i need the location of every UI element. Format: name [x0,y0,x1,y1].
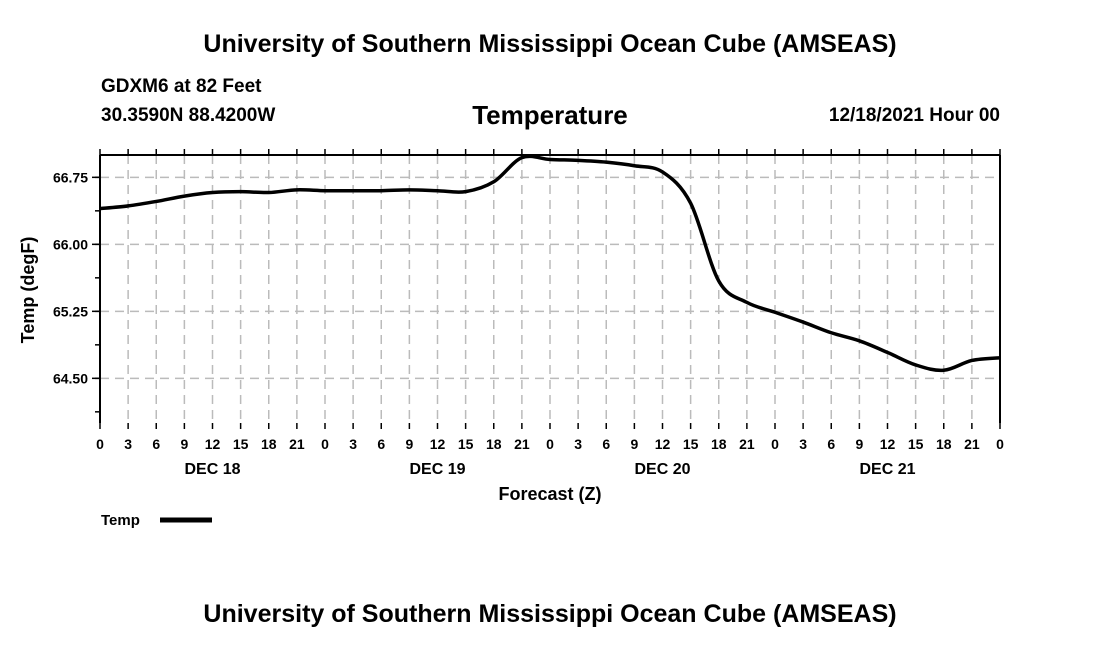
x-tick-label: 9 [180,436,188,452]
x-tick-label: 15 [233,436,249,452]
variable-title: Temperature [472,100,628,130]
legend-label: Temp [101,512,140,529]
x-tick-label: 6 [602,436,610,452]
x-tick-label: 12 [655,436,671,452]
x-tick-label: 6 [827,436,835,452]
x-tick-label: 18 [261,436,277,452]
x-tick-label: 3 [574,436,582,452]
x-tick-label: 9 [630,436,638,452]
x-tick-label: 12 [205,436,221,452]
x-tick-label: 15 [458,436,474,452]
x-tick-label: 21 [289,436,305,452]
y-tick-label: 66.75 [53,169,88,185]
day-label: DEC 19 [409,461,465,478]
y-tick-label: 65.25 [53,303,88,319]
x-tick-label: 3 [349,436,357,452]
x-tick-label: 9 [855,436,863,452]
series-line-temp [99,154,1001,373]
x-tick-label: 12 [430,436,446,452]
chart-title-top: University of Southern Mississippi Ocean… [203,30,897,58]
x-tick-label: 0 [771,436,779,452]
x-tick-label: 18 [936,436,952,452]
chart-title-bottom: University of Southern Mississippi Ocean… [203,600,897,628]
x-tick-label: 6 [377,436,385,452]
y-tick-label: 66.00 [53,236,88,252]
x-tick-label: 9 [405,436,413,452]
x-axis-label: Forecast (Z) [498,484,601,504]
day-label: DEC 20 [634,461,690,478]
day-label: DEC 21 [859,461,915,478]
x-tick-label: 15 [908,436,924,452]
x-tick-label: 0 [321,436,329,452]
x-tick-label: 18 [711,436,727,452]
y-tick-label: 64.50 [53,370,88,386]
x-tick-label: 0 [546,436,554,452]
day-label: DEC 18 [184,461,240,478]
x-tick-label: 21 [964,436,980,452]
x-tick-label: 3 [124,436,132,452]
x-tick-label: 12 [880,436,896,452]
x-tick-label: 0 [96,436,104,452]
x-tick-label: 3 [799,436,807,452]
x-tick-label: 0 [996,436,1004,452]
station-label: GDXM6 at 82 Feet [101,76,262,97]
x-tick-label: 15 [683,436,699,452]
x-tick-label: 18 [486,436,502,452]
x-tick-label: 6 [152,436,160,452]
x-tick-label: 21 [739,436,755,452]
coordinates-label: 30.3590N 88.4200W [101,105,276,126]
y-axis-label: Temp (degF) [18,237,38,344]
forecast-datetime: 12/18/2021 Hour 00 [828,105,1000,126]
x-tick-label: 21 [514,436,530,452]
